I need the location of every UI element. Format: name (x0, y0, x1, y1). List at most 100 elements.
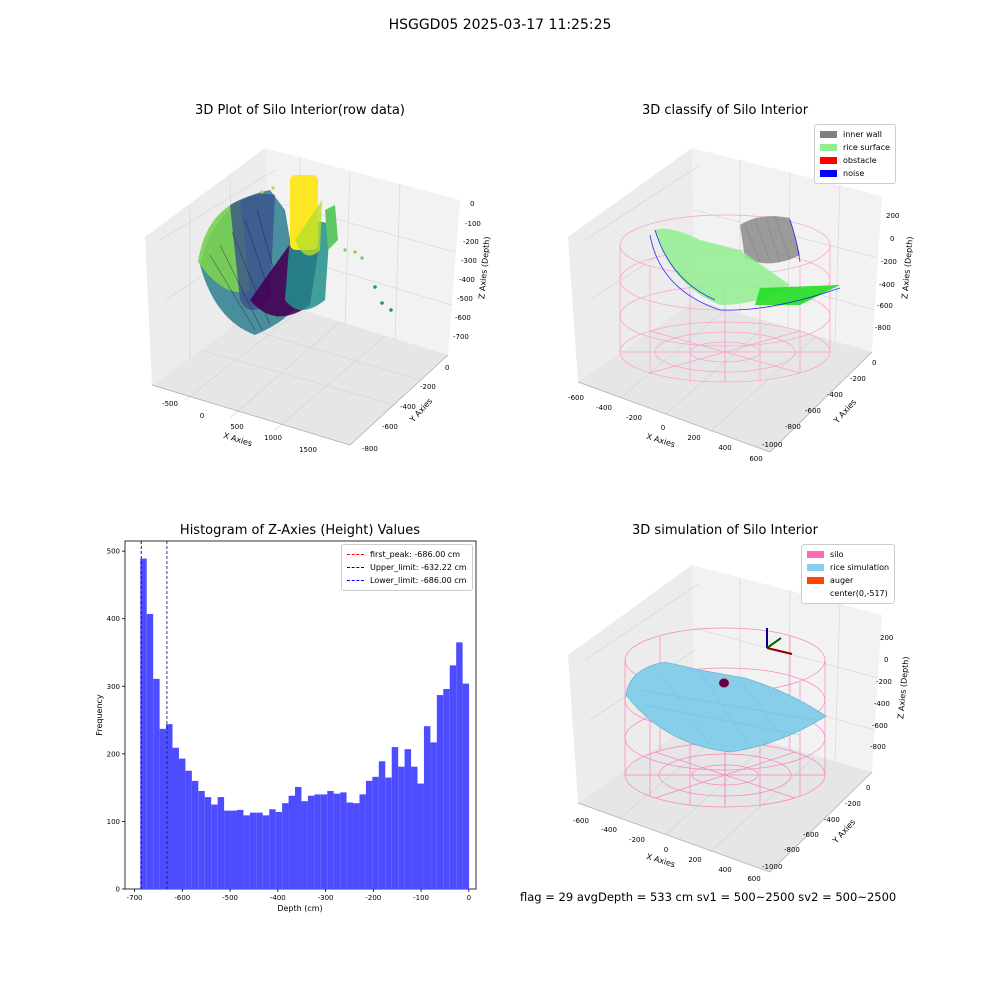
legend-entry-rice-simulation: rice simulation (807, 561, 889, 574)
histogram-plot-area (124, 540, 477, 890)
histogram-panel-title: Histogram of Z-Axies (Height) Values (179, 523, 421, 538)
legend-entry-auger: auger (807, 574, 889, 587)
histogram-bar (417, 783, 424, 889)
raw-ztick: -100 (465, 220, 481, 228)
simulation-ztick: -800 (870, 743, 886, 751)
legend-entry-silo: silo (807, 548, 889, 561)
histogram-xtick-label: -400 (270, 894, 286, 902)
simulation-xtick: 200 (688, 856, 701, 864)
histogram-bar (456, 642, 463, 889)
histogram-bar (282, 803, 289, 889)
histogram-bar (275, 811, 283, 889)
simulation-ytick: 0 (866, 784, 870, 792)
histogram-ytick-label: 300 (107, 683, 120, 691)
histogram-bar (443, 688, 450, 889)
simulation-ztick: -200 (876, 678, 892, 686)
simulation-xtick: 600 (747, 875, 760, 883)
simulation-auger (718, 678, 730, 688)
legend-label: center(0,-517) (830, 589, 888, 598)
raw-axis-ticks: -500 0 500 1000 1500 0 -200 -400 -600 -8… (162, 200, 492, 454)
raw-ylabel: Y Axies (407, 397, 434, 425)
histogram-bar (146, 613, 154, 889)
legend-label: obstacle (843, 156, 877, 165)
simulation-axis-ticks: -600 -400 -200 0 200 400 600 0 -200 -400… (573, 634, 911, 883)
classify-ytick: -1000 (762, 441, 782, 449)
histogram-bar (365, 780, 373, 889)
classify-xtick: -400 (596, 404, 612, 412)
histogram-bar (462, 683, 470, 889)
classify-zlabel: Z Axies (Depth) (900, 236, 914, 299)
histogram-bar (314, 794, 321, 889)
raw-xtick: -500 (162, 400, 178, 408)
histogram-bar (262, 815, 270, 889)
histogram-bar (423, 726, 431, 889)
legend-entry-upper-limit: Upper_limit: -632.22 cm (347, 561, 467, 574)
histogram-bar (191, 780, 199, 889)
classify-ztick: 200 (886, 212, 899, 220)
legend-label: auger (830, 576, 854, 585)
histogram-bar (307, 795, 315, 889)
simulation-ztick: 0 (884, 656, 888, 664)
histogram-xtick-label: -200 (365, 894, 381, 902)
classify-silo-wireframe (619, 214, 831, 383)
simulation-xtick: 0 (664, 846, 668, 854)
status-text: flag = 29 avgDepth = 533 cm sv1 = 500~25… (520, 890, 897, 904)
classify-xlabel: X Axies (645, 432, 676, 449)
simulation-axes-triad (766, 628, 793, 655)
histogram-bar (224, 810, 231, 889)
histogram-ytick-label: 100 (107, 818, 120, 826)
legend-swatch (807, 564, 824, 571)
classify-xtick: 200 (687, 434, 700, 442)
histogram-xtick-label: 0 (467, 894, 471, 902)
histogram-vlines (140, 541, 168, 889)
legend-swatch (807, 551, 824, 558)
simulation-xtick: -400 (601, 826, 617, 834)
histogram-bar (269, 809, 276, 889)
histogram-ytick-label: 200 (107, 750, 120, 758)
histogram-bar (404, 749, 412, 889)
legend-label: silo (830, 550, 844, 559)
histogram-bar (398, 766, 405, 889)
raw-xtick: 500 (230, 423, 243, 431)
histogram-bar (295, 786, 302, 889)
histogram-bar (204, 797, 212, 889)
histogram-bar (411, 766, 418, 889)
classify-xtick: 400 (718, 444, 731, 452)
histogram-bar (198, 791, 205, 889)
raw-xlabel: X Axies (222, 431, 253, 448)
classify-ztick: -600 (877, 302, 893, 310)
legend-swatch (820, 157, 837, 164)
raw-ztick: -400 (459, 276, 475, 284)
simulation-zlabel: Z Axies (Depth) (896, 656, 910, 719)
histogram-bar (436, 695, 444, 889)
classify-ztick: 0 (890, 235, 894, 243)
simulation-xtick: -200 (629, 836, 645, 844)
histogram-bar (243, 815, 250, 889)
raw-ytick: -600 (382, 423, 398, 431)
raw-xtick: 1000 (264, 434, 282, 442)
classify-ytick: -200 (850, 375, 866, 383)
legend-entry-inner-wall: inner wall (820, 128, 890, 141)
classify-3d-box (568, 148, 882, 453)
histogram-bar (301, 801, 308, 889)
histogram-bar (288, 795, 296, 889)
raw-ytick: 0 (445, 364, 449, 372)
histogram-xtick-label: -100 (413, 894, 429, 902)
legend-label: inner wall (843, 130, 883, 139)
classify-ztick: -800 (875, 324, 891, 332)
raw-ztick: -200 (463, 238, 479, 246)
histogram-ytick-label: 0 (116, 886, 120, 894)
legend-label: first_peak: -686.00 cm (370, 550, 461, 559)
simulation-ylabel: Y Axies (830, 818, 857, 846)
legend-entry-first-peak: first_peak: -686.00 cm (347, 548, 467, 561)
histogram-xtick-label: -300 (318, 894, 334, 902)
histogram-bar (178, 758, 186, 889)
legend-entry-lower-limit: Lower_limit: -686.00 cm (347, 574, 467, 587)
histogram-bar (385, 777, 392, 889)
raw-ztick: -600 (455, 314, 471, 322)
histogram-xtick-label: -700 (127, 894, 143, 902)
histogram-bars (140, 558, 470, 889)
simulation-ztick: -600 (872, 722, 888, 730)
raw-zlabel: Z Axies (Depth) (477, 236, 491, 299)
classify-legend: inner wall rice surface obstacle noise (814, 124, 896, 184)
